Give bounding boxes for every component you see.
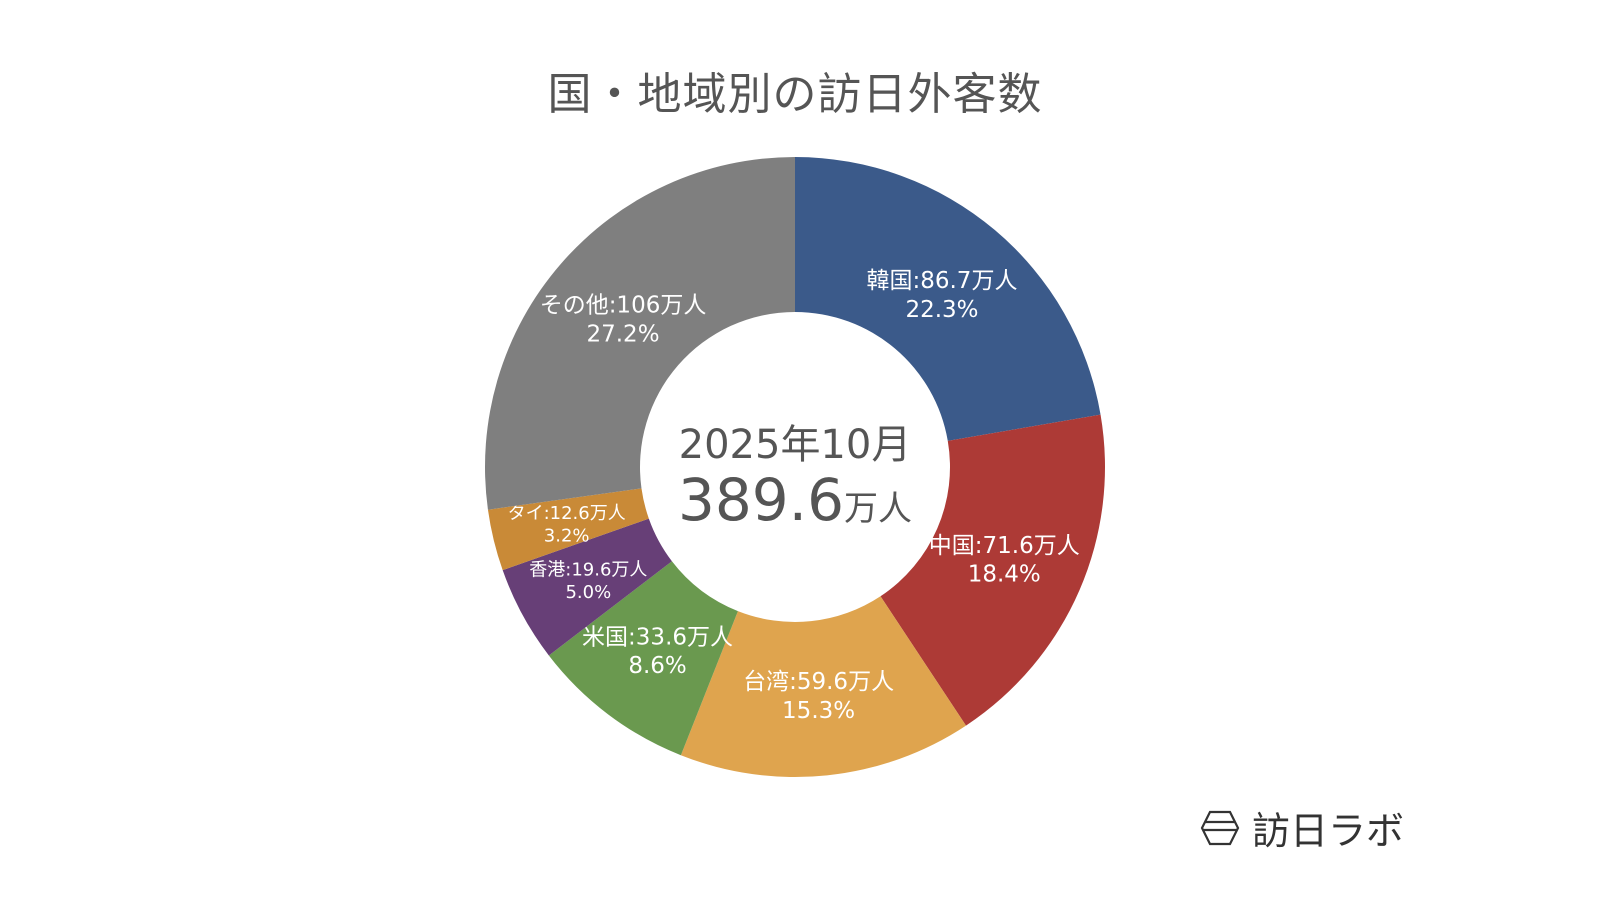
slice-percent-4: 5.0%	[565, 582, 611, 603]
center-total-label: 389.6万人	[640, 466, 950, 534]
slice-3	[548, 561, 738, 756]
slice-label-0: 韓国:86.7万人	[866, 268, 1017, 294]
slice-percent-0: 22.3%	[905, 297, 978, 323]
slice-label-5: タイ:12.6万人	[508, 503, 626, 524]
slice-label-2: 台湾:59.6万人	[743, 669, 894, 695]
slice-4	[502, 518, 672, 656]
slice-percent-3: 8.6%	[628, 653, 686, 679]
slice-percent-1: 18.4%	[968, 562, 1041, 588]
slice-0	[795, 157, 1101, 441]
slice-5	[487, 488, 649, 571]
chart-title: 国・地域別の訪日外客数	[547, 69, 1043, 120]
slice-label-1: 中国:71.6万人	[929, 533, 1080, 559]
center-date-label: 2025年10月	[678, 422, 912, 468]
slice-6	[485, 157, 795, 510]
hexagon-logo-icon	[1200, 810, 1240, 845]
slice-2	[680, 596, 967, 777]
brand-logo: 訪日ラボ	[1200, 800, 1404, 855]
slice-label-3: 米国:33.6万人	[582, 624, 733, 650]
center-total-unit: 万人	[844, 489, 913, 529]
slice-percent-6: 27.2%	[586, 321, 659, 347]
slice-percent-5: 3.2%	[544, 525, 590, 546]
slice-percent-2: 15.3%	[782, 698, 855, 724]
logo-text: 訪日ラボ	[1252, 809, 1405, 853]
slice-label-4: 香港:19.6万人	[529, 559, 647, 580]
slice-label-6: その他:106万人	[540, 293, 707, 319]
center-total-value: 389.6	[677, 466, 845, 534]
slice-1	[880, 414, 1105, 726]
